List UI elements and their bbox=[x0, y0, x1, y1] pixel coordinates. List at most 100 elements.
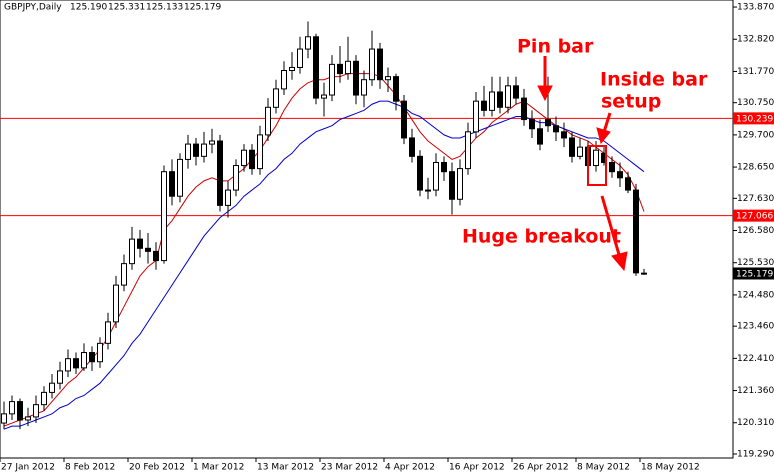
x-tick-label: 4 Apr 2012 bbox=[385, 463, 435, 473]
candle-body bbox=[489, 91, 495, 111]
candle-body bbox=[201, 143, 207, 157]
candle-body bbox=[17, 401, 23, 421]
y-tick-label: 128.650 bbox=[737, 163, 774, 173]
candle-body bbox=[457, 168, 463, 200]
candle-body bbox=[297, 48, 303, 68]
candle-body bbox=[369, 48, 375, 81]
level-label-box bbox=[733, 209, 774, 222]
candle-body bbox=[289, 66, 295, 72]
x-tick-label: 23 Mar 2012 bbox=[321, 463, 378, 473]
candle-body bbox=[617, 171, 623, 179]
candle-body bbox=[233, 165, 239, 191]
x-tick-label: 16 Apr 2012 bbox=[449, 463, 505, 473]
candle-body bbox=[361, 79, 367, 96]
annotation: Inside bar bbox=[600, 69, 708, 91]
candle-body bbox=[529, 119, 535, 130]
candle-body bbox=[561, 131, 567, 139]
candle-body bbox=[257, 134, 263, 170]
candle-body bbox=[169, 171, 175, 197]
marks bbox=[0, 21, 733, 430]
last-price-label: 125.179 bbox=[736, 269, 773, 279]
candle-body bbox=[241, 149, 247, 167]
candle-body bbox=[481, 100, 487, 111]
level-label: 130.239 bbox=[736, 114, 773, 124]
candle-body bbox=[385, 76, 391, 81]
header-price: 125.331 bbox=[108, 3, 145, 13]
level-label-box bbox=[733, 112, 774, 125]
candle-body bbox=[425, 189, 431, 192]
candle-body bbox=[497, 91, 503, 108]
candle-body bbox=[505, 85, 511, 108]
x-tick-label: 27 Jan 2012 bbox=[1, 463, 55, 473]
x-tick-label: 26 Apr 2012 bbox=[513, 463, 569, 473]
candle-body bbox=[265, 106, 271, 136]
candle-body bbox=[57, 370, 63, 384]
arrowhead bbox=[596, 127, 611, 145]
y-tick-label: 133.870 bbox=[737, 3, 774, 13]
candle-body bbox=[185, 143, 191, 160]
candle-body bbox=[273, 88, 279, 108]
candle-body bbox=[1, 413, 7, 424]
x-tick-label: 13 Mar 2012 bbox=[257, 463, 314, 473]
x-tick-label: 1 Mar 2012 bbox=[193, 463, 244, 473]
candle-body bbox=[417, 155, 423, 191]
y-tick-label: 131.770 bbox=[737, 67, 774, 77]
candle-body bbox=[545, 119, 551, 127]
candle-body bbox=[113, 284, 119, 323]
candle-body bbox=[441, 161, 447, 173]
level-label: 127.066 bbox=[736, 212, 773, 222]
candle-body bbox=[313, 36, 319, 99]
candle-body bbox=[225, 189, 231, 206]
y-tick-label: 121.360 bbox=[737, 386, 774, 396]
y-tick-label: 127.630 bbox=[737, 194, 774, 204]
candle-body bbox=[305, 36, 311, 50]
x-tick-label: 20 Feb 2012 bbox=[129, 463, 185, 473]
candle-body bbox=[633, 189, 639, 274]
candle-body bbox=[513, 85, 519, 99]
last-price-box bbox=[733, 267, 774, 280]
candle-body bbox=[97, 342, 103, 363]
candle-body bbox=[473, 100, 479, 133]
candle-body bbox=[33, 404, 39, 418]
arrowhead bbox=[537, 85, 553, 102]
candle-body bbox=[625, 177, 631, 191]
y-tick-label: 124.480 bbox=[737, 290, 774, 300]
candle-body bbox=[25, 416, 31, 421]
candle-body bbox=[433, 161, 439, 191]
arrow bbox=[602, 112, 612, 133]
candle-body bbox=[41, 391, 47, 406]
x-tick-label: 18 May 2012 bbox=[641, 463, 700, 473]
candle-body bbox=[73, 358, 79, 369]
candle-body bbox=[81, 352, 87, 369]
y-tick-label: 125.530 bbox=[737, 258, 774, 268]
x-tick-label: 8 May 2012 bbox=[577, 463, 630, 473]
candle-body bbox=[521, 97, 527, 121]
arrow bbox=[600, 195, 622, 259]
y-tick-label: 130.750 bbox=[737, 98, 774, 108]
candle-body bbox=[65, 358, 71, 372]
annotation: setup bbox=[601, 91, 661, 113]
candle-body bbox=[129, 238, 135, 265]
candle-body bbox=[161, 171, 167, 262]
header-price: 125.190 bbox=[70, 3, 107, 13]
candle-body bbox=[569, 137, 575, 157]
candle-body bbox=[553, 125, 559, 133]
y-tick-label: 120.310 bbox=[737, 418, 774, 428]
candle-body bbox=[145, 247, 151, 252]
candle-body bbox=[217, 140, 223, 206]
arrowhead bbox=[611, 251, 628, 272]
candle-body bbox=[609, 161, 615, 173]
candle-body bbox=[409, 137, 415, 157]
candle-body bbox=[177, 158, 183, 197]
candle-body bbox=[337, 63, 343, 75]
inside-bar-box bbox=[587, 145, 607, 186]
candle-body bbox=[353, 60, 359, 96]
candle-body bbox=[377, 48, 383, 81]
candle-body bbox=[401, 100, 407, 139]
y-tick-label: 132.820 bbox=[737, 35, 774, 45]
candle-body bbox=[153, 250, 159, 262]
candle-body bbox=[193, 143, 199, 157]
chart-symbol: GBPJPY,Daily bbox=[4, 3, 62, 13]
